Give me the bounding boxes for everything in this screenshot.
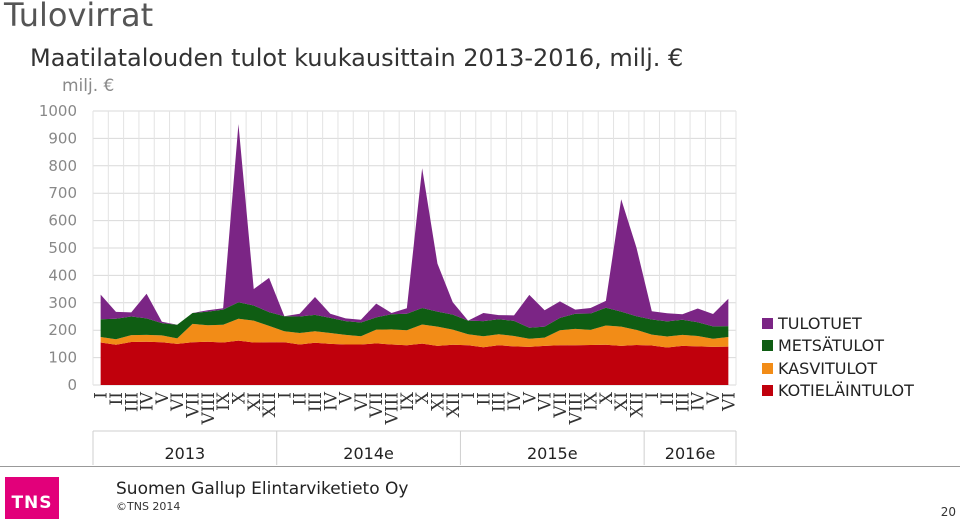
x-tick-label: III — [306, 392, 326, 412]
area-series-kasvitulot — [100, 318, 729, 348]
area-series-metsätulot — [100, 302, 729, 340]
x-tick-label: II — [291, 392, 311, 405]
year-label: 2013 — [164, 444, 205, 463]
y-axis-ticks: 0 100 200 300 400 500 600 700 800 900 1000 — [39, 102, 77, 394]
x-tick-label: VI — [352, 392, 372, 412]
area-series-tulotuet — [100, 124, 729, 328]
legend-item-kasvitulot: KASVITULOT — [762, 357, 914, 380]
x-tick-label: VIII — [383, 392, 403, 425]
legend-swatch — [762, 317, 773, 329]
x-tick-label: X — [413, 391, 433, 404]
x-tick-label: VI — [719, 392, 739, 412]
year-label: 2015e — [527, 444, 578, 463]
tns-logo-text: TNS — [11, 493, 53, 513]
legend-label: TULOTUET — [778, 313, 862, 333]
x-tick-label: V — [704, 391, 724, 405]
y-tick-label: 200 — [48, 321, 77, 339]
y-tick-label: 0 — [67, 376, 77, 394]
x-tick-label: VIII — [199, 392, 219, 425]
legend-item-metsätulot: METSÄTULOT — [762, 335, 914, 358]
legend-item-kotieläintulot: KOTIELÄINTULOT — [762, 380, 914, 403]
x-tick-label: V — [153, 391, 173, 405]
legend-swatch — [762, 385, 773, 397]
legend-label: METSÄTULOT — [778, 336, 885, 356]
x-tick-label: IV — [689, 391, 709, 411]
x-tick-label: III — [673, 392, 693, 412]
x-tick-label: V — [520, 391, 540, 405]
copyright-text: ©TNS 2014 — [116, 500, 181, 513]
x-tick-label: XI — [245, 392, 265, 411]
x-tick-label: IX — [214, 391, 234, 411]
y-tick-label: 300 — [48, 294, 77, 312]
y-tick-label: 100 — [48, 349, 77, 367]
x-tick-label: IX — [398, 391, 418, 411]
x-tick-label: VIII — [566, 392, 586, 425]
y-tick-label: 400 — [48, 266, 77, 284]
footer-divider — [0, 466, 960, 467]
x-tick-label: V — [337, 391, 357, 405]
page-number: 20 — [940, 505, 956, 519]
year-axis: 2013 2014e 2015e 2016e — [92, 430, 737, 465]
year-label: 2016e — [665, 444, 716, 463]
x-tick-label: IV — [138, 391, 158, 411]
y-axis-unit-label: milj. € — [62, 76, 115, 96]
x-tick-label: XII — [627, 392, 647, 418]
year-label: 2014e — [343, 444, 394, 463]
legend-swatch — [762, 340, 773, 352]
x-tick-label: II — [107, 392, 127, 405]
x-axis-ticks: IIIIIIIVVVIVIIVIIIIXXXIXIIIIIIIIIVVVIVII… — [92, 391, 740, 425]
x-tick-label: VII — [184, 392, 204, 419]
x-tick-label: XI — [428, 392, 448, 411]
x-tick-label: I — [92, 392, 112, 399]
x-tick-label: III — [490, 392, 510, 412]
x-tick-label: XII — [444, 392, 464, 418]
area-series-kotieläintulot — [100, 340, 729, 385]
x-tick-label: I — [275, 392, 295, 399]
y-tick-label: 800 — [48, 157, 77, 175]
chart-title: Maatilatalouden tulot kuukausittain 2013… — [30, 44, 684, 72]
y-tick-label: 700 — [48, 184, 77, 202]
x-tick-label: X — [229, 391, 249, 404]
y-tick-label: 900 — [48, 129, 77, 147]
tns-logo — [5, 477, 59, 519]
x-tick-label: IV — [505, 391, 525, 411]
x-tick-label: I — [459, 392, 479, 399]
y-tick-label: 600 — [48, 212, 77, 230]
y-tick-label: 500 — [48, 239, 77, 257]
chart-areas — [100, 124, 729, 385]
x-tick-label: XI — [612, 392, 632, 411]
y-tick-label: 1000 — [39, 102, 77, 120]
legend-swatch — [762, 362, 773, 374]
x-tick-label: IX — [582, 391, 602, 411]
x-tick-label: IV — [321, 391, 341, 411]
company-name: Suomen Gallup Elintarviketieto Oy — [116, 479, 409, 499]
x-tick-label: II — [474, 392, 494, 405]
x-tick-label: VI — [536, 392, 556, 412]
x-tick-label: XII — [260, 392, 280, 418]
x-tick-label: II — [658, 392, 678, 405]
legend-label: KOTIELÄINTULOT — [778, 381, 914, 401]
x-tick-label: X — [597, 391, 617, 404]
page-title: Tulovirrat — [4, 0, 154, 34]
x-tick-label: VI — [168, 392, 188, 412]
x-tick-label: VII — [367, 392, 387, 419]
legend-label: KASVITULOT — [778, 358, 878, 378]
x-tick-label: I — [643, 392, 663, 399]
x-tick-label: III — [122, 392, 142, 412]
x-tick-label: VII — [551, 392, 571, 419]
chart-legend: TULOTUET METSÄTULOT KASVITULOT KOTIELÄINTUL… — [762, 312, 914, 402]
legend-item-tulotuet: TULOTUET — [762, 312, 914, 335]
